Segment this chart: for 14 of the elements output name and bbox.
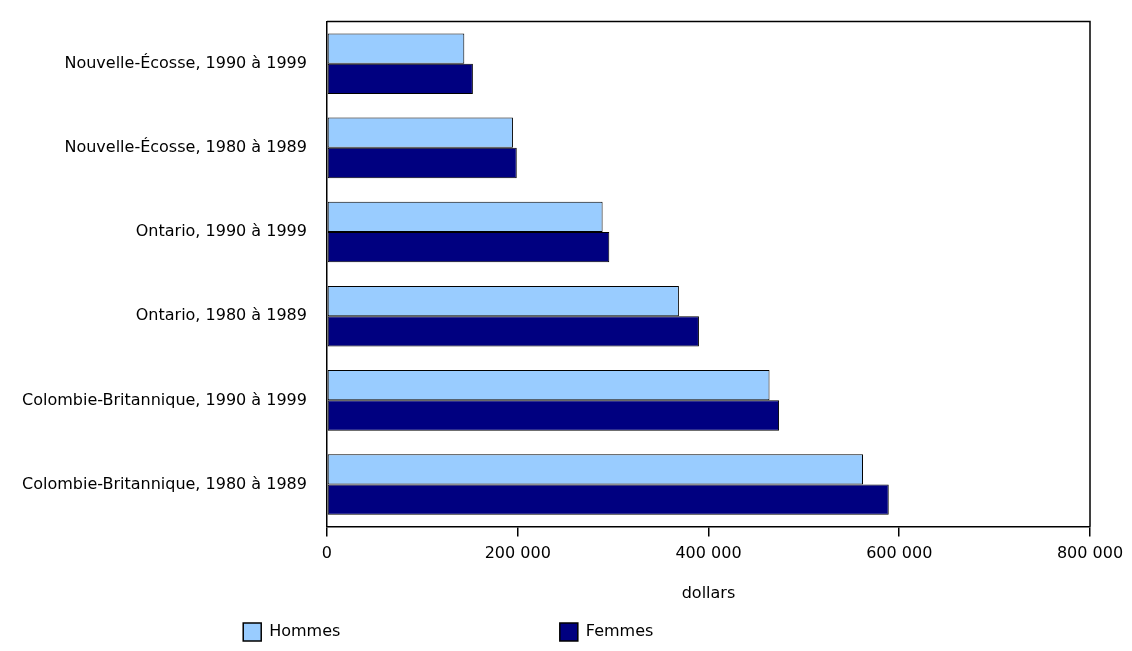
x-tick-label: 800 000: [1056, 543, 1124, 563]
y-tick-label: Ontario, 1980 à 1989: [135, 305, 307, 325]
y-tick-label: Colombie-Britannique, 1990 à 1999: [21, 389, 307, 409]
legend-label: Femmes: [585, 621, 857, 641]
x-tick-label: 200 000: [484, 543, 551, 563]
y-tick-label: Ontario, 1990 à 1999: [135, 221, 307, 241]
x-tick-label: 400 000: [675, 543, 742, 563]
x-axis-title: dollars: [681, 582, 736, 602]
y-tick-label: Nouvelle-Écosse, 1990 à 1999: [64, 52, 307, 72]
y-tick-label: Colombie-Britannique, 1980 à 1989: [21, 473, 307, 493]
legend-label: Hommes: [269, 621, 544, 641]
x-tick-label: 0: [321, 543, 333, 563]
y-tick-label: Nouvelle-Écosse, 1980 à 1989: [64, 137, 307, 157]
x-tick-label: 600 000: [866, 543, 933, 563]
